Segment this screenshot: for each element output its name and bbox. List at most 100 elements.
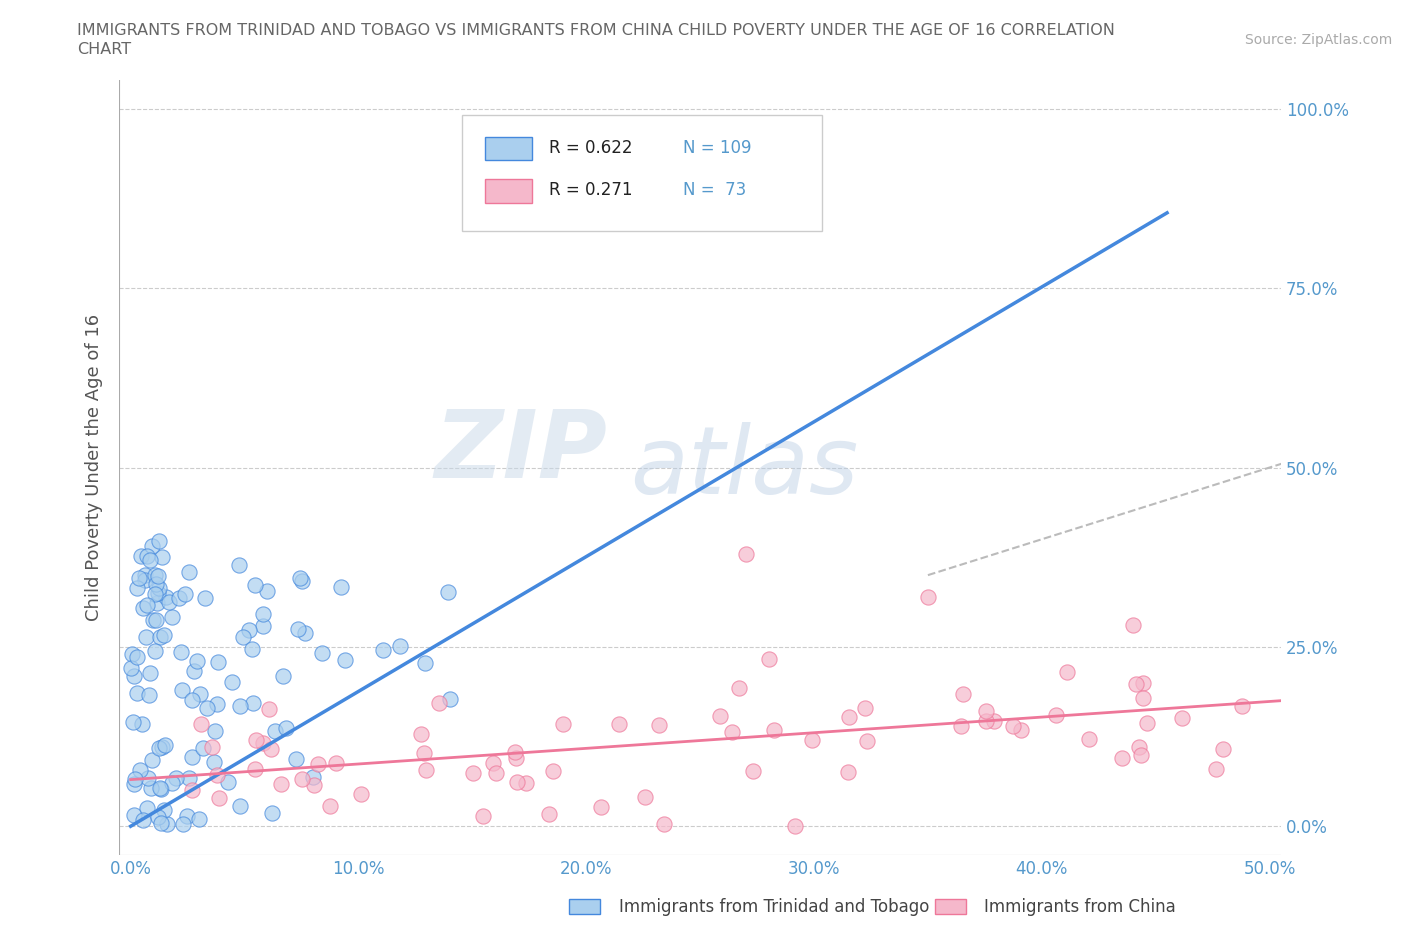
Point [205,697,228,711]
Point [721,724,744,739]
Point [170,644,193,659]
Point [194,591,217,605]
Point [141,781,163,796]
Point [146,595,169,610]
Point [288,570,311,585]
Point [148,740,170,755]
Point [207,655,229,670]
Point [145,612,167,627]
Point [371,643,394,658]
Point [838,710,860,724]
Point [172,683,194,698]
Point [291,772,314,787]
Point [240,642,263,657]
Point [149,780,172,795]
Point [208,790,231,805]
Point [245,732,267,747]
Point [287,621,309,636]
Point [121,646,143,661]
Point [273,669,295,684]
Point [252,618,274,633]
Point [148,581,170,596]
Point [1132,691,1154,706]
Point [591,799,613,814]
Point [437,584,460,599]
Point [120,661,142,676]
Point [325,756,347,771]
Point [134,567,156,582]
Point [242,696,264,711]
Text: Source: ZipAtlas.com: Source: ZipAtlas.com [1244,33,1392,46]
Point [311,646,333,661]
Point [188,686,211,701]
Point [153,803,176,817]
Point [1001,719,1024,734]
Point [427,696,450,711]
Point [274,721,297,736]
Point [515,776,537,790]
Point [136,801,159,816]
Point [232,630,254,644]
Text: IMMIGRANTS FROM TRINIDAD AND TOBAGO VS IMMIGRANTS FROM CHINA CHILD POVERTY UNDER: IMMIGRANTS FROM TRINIDAD AND TOBAGO VS I… [77,23,1115,38]
Bar [485,137,531,160]
Point [505,751,527,766]
Point [763,723,786,737]
Point [291,574,314,589]
Point [1212,741,1234,756]
Point [1136,715,1159,730]
Point [1230,698,1253,713]
Point [976,713,998,728]
Point [157,594,180,609]
Point [129,549,152,564]
Point [307,756,329,771]
Point [136,549,159,564]
Point [252,606,274,621]
Point [415,763,437,777]
Point [127,686,149,701]
Point [837,764,859,779]
Point [146,568,169,583]
Point [1056,664,1078,679]
Point [652,817,675,831]
Point [150,782,173,797]
Point [800,733,823,748]
Point [463,765,485,780]
Point [135,630,157,644]
Point [149,630,172,644]
Point [141,613,163,628]
Point [183,663,205,678]
Text: R = 0.271: R = 0.271 [550,181,633,199]
Point [205,768,228,783]
Point [172,817,194,831]
Point [634,790,657,804]
Point [122,777,145,791]
Point [541,764,564,778]
Point [950,719,973,734]
Point [709,709,731,724]
Point [190,717,212,732]
Point [139,552,162,567]
Point [191,741,214,756]
Point [245,578,267,592]
Point [335,653,357,668]
Point [256,583,278,598]
Point [186,654,208,669]
Point [202,754,225,769]
Point [243,761,266,776]
Point [263,724,285,738]
Point [143,587,166,602]
Point [128,762,150,777]
Point [302,770,325,785]
Point [1205,762,1227,777]
Point [146,586,169,601]
Point [134,573,156,588]
Point [853,700,876,715]
Point [741,764,763,778]
Text: N =  73: N = 73 [683,181,747,199]
Point [124,669,146,684]
Point [262,806,284,821]
Point [229,799,252,814]
Point [482,755,505,770]
Point [148,534,170,549]
Point [128,570,150,585]
